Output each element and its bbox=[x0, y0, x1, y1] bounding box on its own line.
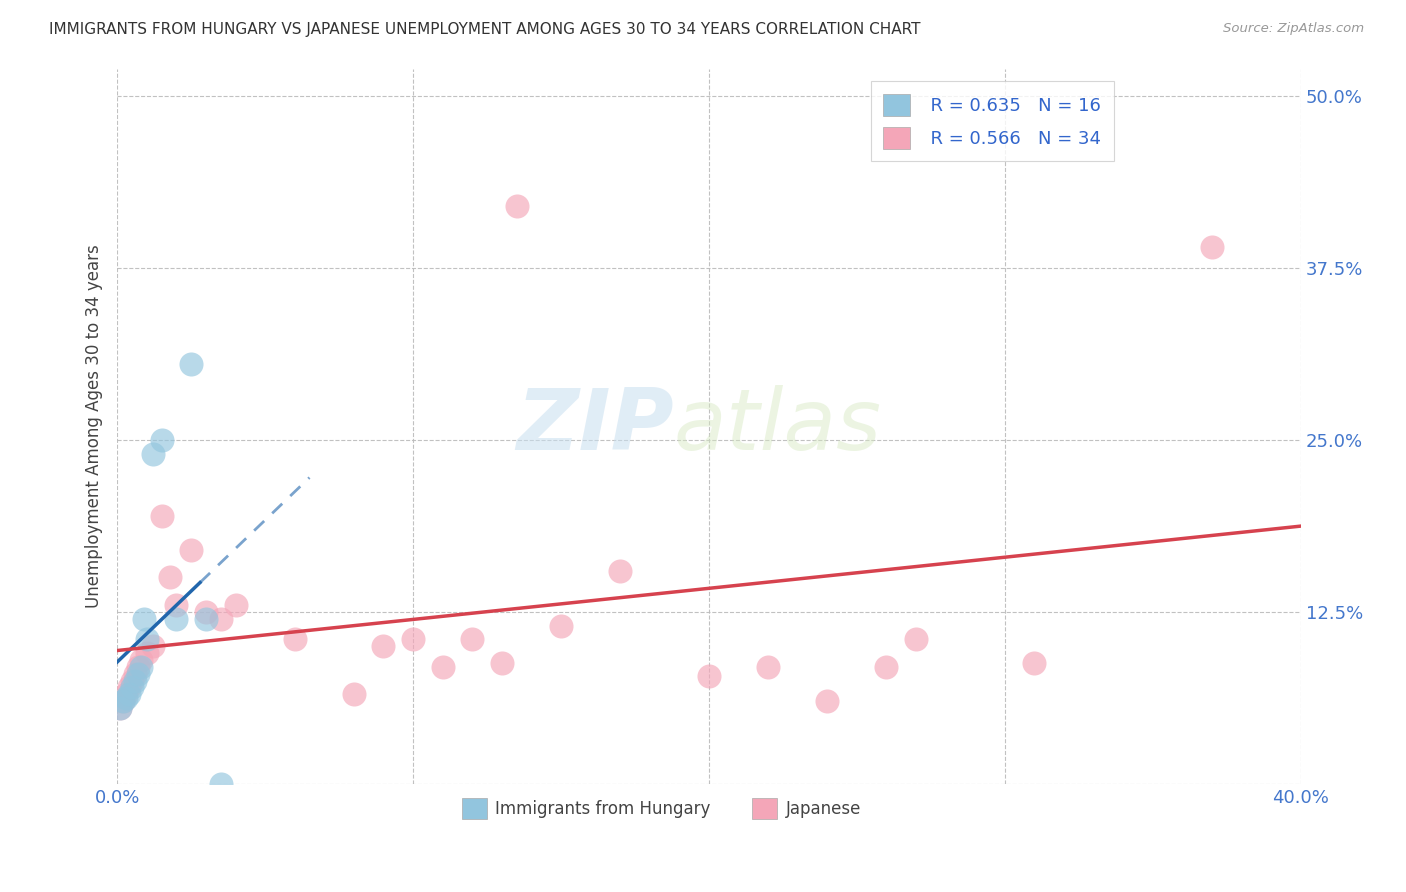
Point bbox=[815, 694, 838, 708]
Point bbox=[115, 687, 138, 701]
Point bbox=[165, 598, 187, 612]
Point bbox=[905, 632, 928, 647]
Point bbox=[118, 687, 141, 701]
Point bbox=[194, 605, 217, 619]
Point bbox=[284, 632, 307, 647]
Point bbox=[135, 646, 157, 660]
Point bbox=[875, 660, 897, 674]
Point bbox=[127, 660, 149, 674]
Point bbox=[115, 691, 138, 706]
Point bbox=[142, 639, 165, 653]
Point bbox=[112, 694, 135, 708]
Point bbox=[1201, 240, 1223, 254]
Point bbox=[402, 632, 425, 647]
Point bbox=[194, 612, 217, 626]
Point bbox=[180, 357, 202, 371]
Point bbox=[129, 660, 152, 674]
Point bbox=[150, 433, 173, 447]
Point bbox=[1024, 656, 1046, 670]
Point bbox=[505, 199, 527, 213]
Point bbox=[108, 701, 131, 715]
Text: ZIP: ZIP bbox=[516, 384, 673, 467]
Point bbox=[609, 564, 631, 578]
Point bbox=[756, 660, 779, 674]
Point bbox=[165, 612, 187, 626]
Point bbox=[150, 508, 173, 523]
Point bbox=[118, 681, 141, 695]
Point bbox=[343, 687, 366, 701]
Point bbox=[132, 612, 155, 626]
Point bbox=[112, 694, 135, 708]
Point bbox=[124, 666, 146, 681]
Point bbox=[121, 681, 143, 695]
Y-axis label: Unemployment Among Ages 30 to 34 years: Unemployment Among Ages 30 to 34 years bbox=[86, 244, 103, 608]
Point bbox=[491, 656, 513, 670]
Point bbox=[432, 660, 454, 674]
Text: IMMIGRANTS FROM HUNGARY VS JAPANESE UNEMPLOYMENT AMONG AGES 30 TO 34 YEARS CORRE: IMMIGRANTS FROM HUNGARY VS JAPANESE UNEM… bbox=[49, 22, 921, 37]
Point bbox=[121, 673, 143, 688]
Point bbox=[127, 666, 149, 681]
Point bbox=[135, 632, 157, 647]
Point bbox=[373, 639, 395, 653]
Text: Source: ZipAtlas.com: Source: ZipAtlas.com bbox=[1223, 22, 1364, 36]
Legend: Immigrants from Hungary, Japanese: Immigrants from Hungary, Japanese bbox=[456, 792, 868, 825]
Point bbox=[142, 447, 165, 461]
Point bbox=[550, 618, 572, 632]
Point bbox=[129, 653, 152, 667]
Point bbox=[159, 570, 181, 584]
Point bbox=[209, 612, 232, 626]
Point bbox=[124, 673, 146, 688]
Point bbox=[180, 542, 202, 557]
Point bbox=[209, 777, 232, 791]
Point bbox=[108, 701, 131, 715]
Point bbox=[697, 669, 720, 683]
Point bbox=[461, 632, 484, 647]
Text: atlas: atlas bbox=[673, 384, 882, 467]
Point bbox=[225, 598, 247, 612]
